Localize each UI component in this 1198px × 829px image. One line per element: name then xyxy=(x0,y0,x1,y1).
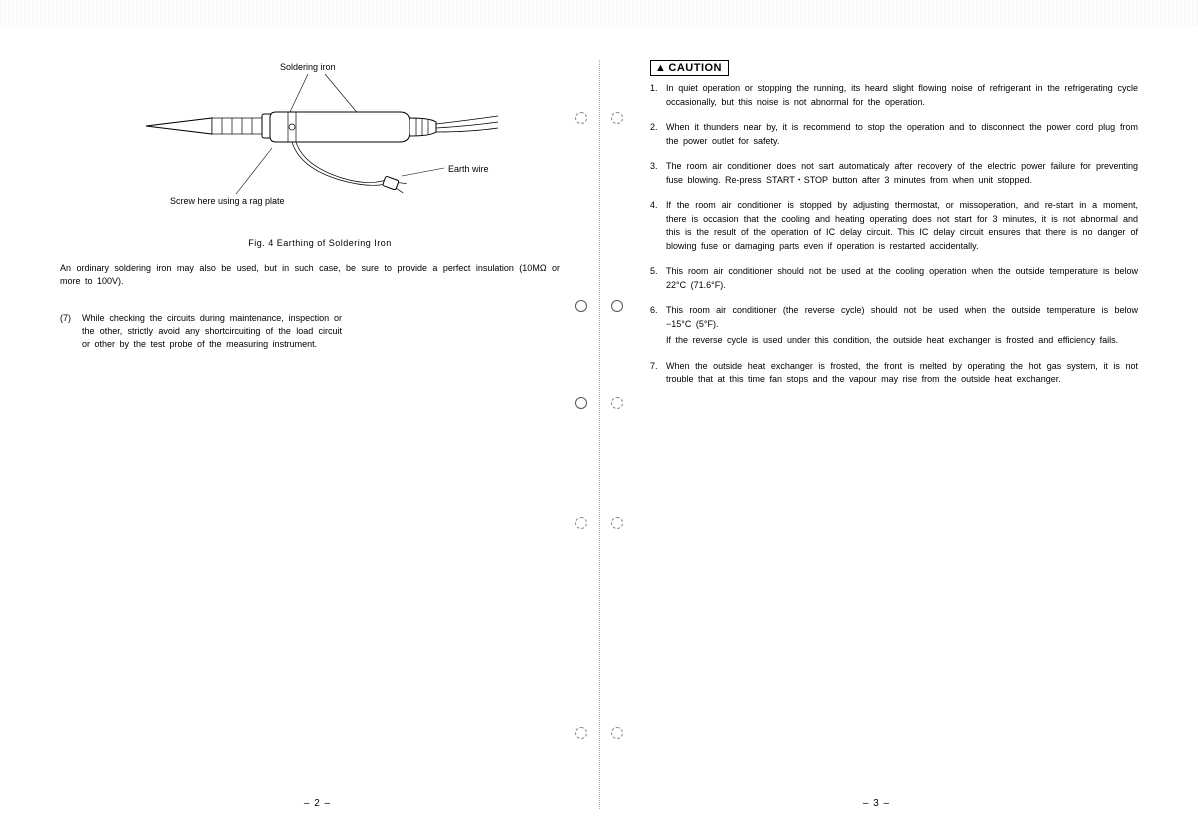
insulation-note: An ordinary soldering iron may also be u… xyxy=(60,262,560,288)
figure-caption: Fig. 4 Earthing of Soldering Iron xyxy=(140,238,500,248)
binder-hole xyxy=(575,517,587,529)
binder-hole xyxy=(575,112,587,124)
item-7: (7)While checking the circuits during ma… xyxy=(82,312,342,351)
label-soldering-iron: Soldering iron xyxy=(280,62,336,72)
figure-4: Soldering iron Earth wire Screw here usi… xyxy=(140,68,500,248)
binder-hole xyxy=(575,397,587,409)
caution-item: 2. When it thunders near by, it is recom… xyxy=(650,121,1138,148)
binder-hole xyxy=(575,300,587,312)
caution-item: 4. If the room air conditioner is stoppe… xyxy=(650,199,1138,253)
warning-icon: ▲ xyxy=(655,62,666,74)
caution-item: 5. This room air conditioner should not … xyxy=(650,265,1138,292)
item-number: 5. xyxy=(650,265,658,279)
item-text: This room air conditioner (the reverse c… xyxy=(666,305,1138,329)
page-right: ▲CAUTION 1. In quiet operation or stoppi… xyxy=(595,60,1158,809)
caution-list: 1. In quiet operation or stopping the ru… xyxy=(650,82,1138,387)
caution-item: 6. This room air conditioner (the revers… xyxy=(650,304,1138,348)
page-left: Soldering iron Earth wire Screw here usi… xyxy=(40,60,595,809)
item-7-number: (7) xyxy=(60,312,82,325)
item-number: 6. xyxy=(650,304,658,318)
item-number: 3. xyxy=(650,160,658,174)
item-subtext: If the reverse cycle is used under this … xyxy=(666,334,1138,348)
item-text: When the outside heat exchanger is frost… xyxy=(666,361,1138,385)
caution-item: 3. The room air conditioner does not sar… xyxy=(650,160,1138,187)
caution-label: CAUTION xyxy=(668,62,722,74)
caution-item: 7. When the outside heat exchanger is fr… xyxy=(650,360,1138,387)
item-text: This room air conditioner should not be … xyxy=(666,266,1138,290)
item-number: 2. xyxy=(650,121,658,135)
item-text: When it thunders near by, it is recommen… xyxy=(666,122,1138,146)
item-text: In quiet operation or stopping the runni… xyxy=(666,83,1138,107)
item-7-text: While checking the circuits during maint… xyxy=(82,313,342,349)
caution-item: 1. In quiet operation or stopping the ru… xyxy=(650,82,1138,109)
page-number-left: – 2 – xyxy=(304,798,331,809)
item-number: 4. xyxy=(650,199,658,213)
item-text: The room air conditioner does not sart a… xyxy=(666,161,1138,185)
label-earth-wire: Earth wire xyxy=(448,164,489,174)
item-text: If the room air conditioner is stopped b… xyxy=(666,200,1138,251)
page-number-right: – 3 – xyxy=(863,798,890,809)
item-number: 7. xyxy=(650,360,658,374)
item-number: 1. xyxy=(650,82,658,96)
caution-heading: ▲CAUTION xyxy=(650,60,729,76)
binder-hole xyxy=(575,727,587,739)
label-screw: Screw here using a rag plate xyxy=(170,196,285,206)
scan-noise xyxy=(0,0,1198,26)
page-spread: Soldering iron Earth wire Screw here usi… xyxy=(40,60,1158,809)
